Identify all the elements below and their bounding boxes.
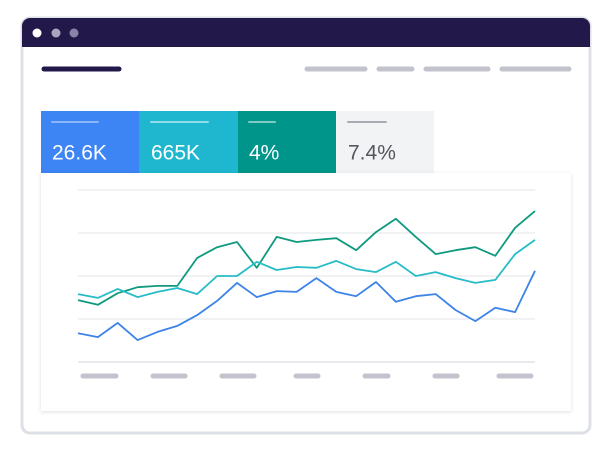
chart-card xyxy=(41,173,571,411)
window-dot[interactable] xyxy=(51,28,61,38)
window-dot[interactable] xyxy=(32,28,42,38)
series-line xyxy=(77,210,536,306)
series-line xyxy=(77,239,536,299)
series-line xyxy=(77,270,536,341)
kpi-value: 26.6K xyxy=(52,142,107,165)
kpi-value: 7.4% xyxy=(348,142,396,165)
title-bar xyxy=(22,18,590,47)
window-dot[interactable] xyxy=(69,28,79,38)
kpi-value: 4% xyxy=(249,142,279,165)
chart-lines xyxy=(77,210,536,341)
kpi-value: 665K xyxy=(151,142,200,165)
